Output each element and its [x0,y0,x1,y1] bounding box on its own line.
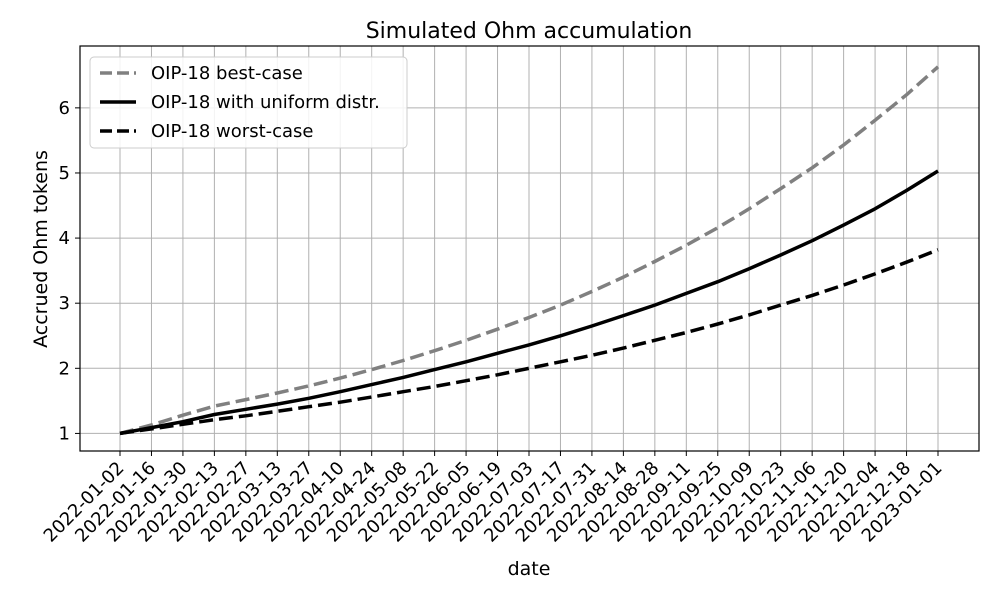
x-axis-label: date [508,558,551,580]
y-tick-label: 2 [59,358,70,379]
y-tick-label: 3 [59,293,70,314]
chart-title: Simulated Ohm accumulation [366,19,693,44]
series-lines [119,65,940,436]
legend-label-2: OIP-18 worst-case [151,121,314,142]
legend-label-1: OIP-18 with uniform distr. [151,92,380,113]
y-tick-label: 1 [59,423,70,444]
y-tick-label: 6 [59,98,70,119]
legend-label-0: OIP-18 best-case [151,63,303,84]
y-axis-label: Accrued Ohm tokens [30,150,52,348]
x-axis-ticks: 2022-01-022022-01-162022-01-302022-02-13… [40,451,947,547]
series-line-1 [119,169,939,436]
y-tick-label: 4 [59,228,70,249]
legend: OIP-18 best-case OIP-18 with uniform dist… [89,56,408,149]
series-line-0 [119,65,940,436]
y-axis-ticks: 1 2 3 4 5 6 [59,98,80,444]
legend-box [89,56,408,149]
y-tick-label: 5 [59,163,70,184]
